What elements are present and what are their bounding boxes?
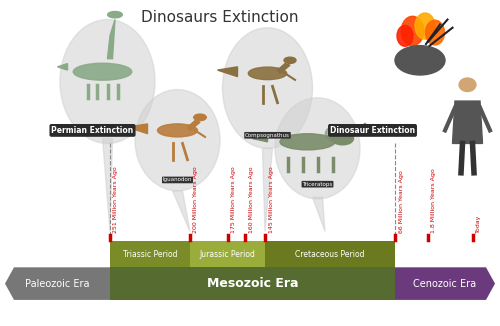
Polygon shape [110, 267, 395, 300]
Ellipse shape [397, 25, 413, 46]
Text: Iguanodon: Iguanodon [163, 177, 192, 183]
Text: Triassic Period: Triassic Period [123, 250, 177, 259]
Text: 200 Million Years Ago: 200 Million Years Ago [194, 166, 198, 233]
Ellipse shape [108, 11, 122, 18]
Ellipse shape [332, 132, 353, 145]
Polygon shape [188, 121, 200, 130]
Ellipse shape [194, 114, 206, 121]
Text: 160 Million Years Ago: 160 Million Years Ago [248, 167, 254, 233]
Ellipse shape [222, 28, 312, 148]
Polygon shape [172, 191, 190, 231]
Polygon shape [312, 197, 325, 231]
Ellipse shape [248, 67, 286, 80]
Polygon shape [108, 20, 115, 59]
Polygon shape [5, 267, 110, 300]
Ellipse shape [415, 13, 435, 39]
Text: Permian Extinction: Permian Extinction [52, 126, 134, 135]
Ellipse shape [426, 20, 444, 45]
Text: Mesozoic Era: Mesozoic Era [207, 277, 298, 290]
Ellipse shape [275, 98, 360, 199]
Polygon shape [252, 134, 268, 142]
Text: Dinosaur Extinction: Dinosaur Extinction [330, 126, 415, 135]
Text: 175 Million Years Ago: 175 Million Years Ago [231, 166, 236, 233]
Ellipse shape [60, 20, 155, 143]
Text: Today: Today [476, 215, 481, 233]
Ellipse shape [73, 63, 132, 80]
Ellipse shape [395, 46, 445, 75]
Polygon shape [262, 148, 272, 231]
Polygon shape [102, 139, 113, 231]
Text: Brachiosaurus: Brachiosaurus [88, 129, 127, 135]
Text: Compsognathus: Compsognathus [245, 133, 290, 138]
Text: Triceratops: Triceratops [302, 182, 332, 187]
Text: 1.8 Million Years Ago: 1.8 Million Years Ago [431, 168, 436, 233]
Text: Paleozoic Era: Paleozoic Era [25, 279, 90, 289]
Text: 66 Million Years Ago: 66 Million Years Ago [398, 170, 404, 233]
Text: Cenozoic Era: Cenozoic Era [414, 279, 476, 289]
Text: 251 Million Years Ago: 251 Million Years Ago [114, 166, 118, 233]
Polygon shape [110, 241, 190, 267]
Polygon shape [395, 267, 495, 300]
Text: 145 Million Years Ago: 145 Million Years Ago [268, 166, 274, 233]
Polygon shape [265, 241, 395, 267]
Ellipse shape [401, 16, 424, 46]
Polygon shape [128, 124, 148, 134]
Ellipse shape [326, 126, 344, 141]
Text: Cretaceous Period: Cretaceous Period [295, 250, 365, 259]
Polygon shape [218, 67, 238, 77]
Text: Dinosaurs Extinction: Dinosaurs Extinction [142, 10, 299, 25]
Text: Jurassic Period: Jurassic Period [200, 250, 256, 259]
Ellipse shape [459, 78, 476, 92]
Ellipse shape [135, 90, 220, 191]
Polygon shape [278, 64, 290, 73]
Ellipse shape [280, 134, 335, 150]
Ellipse shape [158, 124, 198, 137]
Polygon shape [190, 241, 265, 267]
Polygon shape [452, 101, 482, 143]
Ellipse shape [284, 57, 296, 64]
Polygon shape [58, 64, 68, 70]
